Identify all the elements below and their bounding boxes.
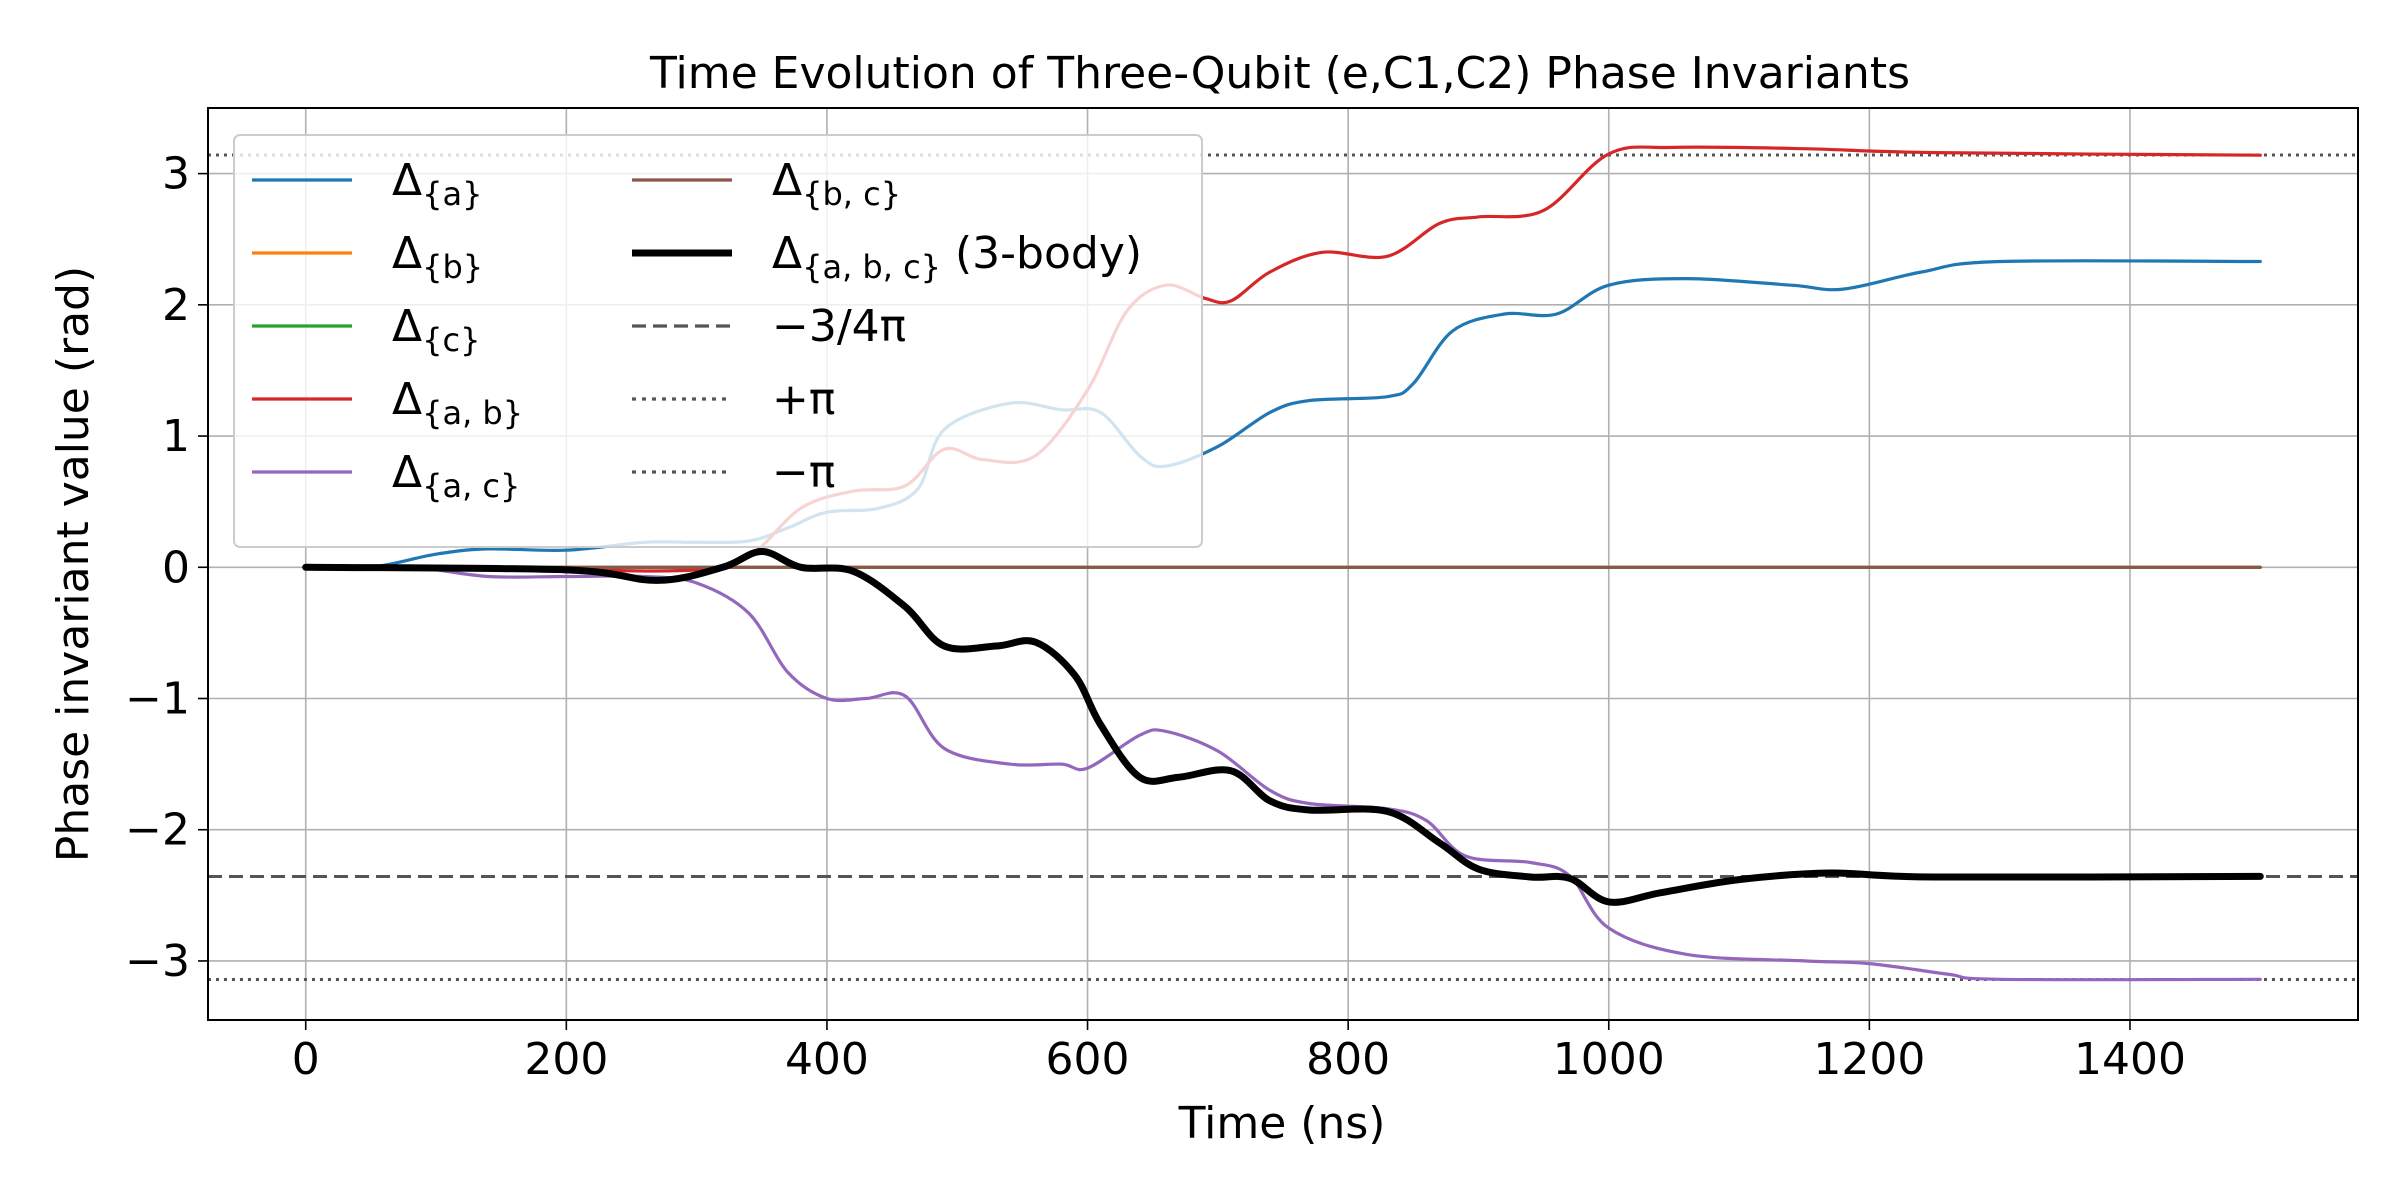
y-tick-label: 1 [162, 411, 190, 462]
x-tick-label: 1400 [2074, 1034, 2186, 1085]
legend-label: Δ{c} [392, 301, 480, 359]
legend-label: Δ{a, b} [392, 374, 523, 432]
legend: Δ{a} Δ{b} Δ{c} Δ{a, b} Δ{a, c} Δ{b, c} Δ{a, b,… [233, 134, 1203, 548]
plot-frame [207, 107, 2359, 1021]
legend-box [233, 134, 1203, 548]
y-tick-label: 2 [162, 280, 190, 331]
y-axis-ticks: −3 −2 −1 0 1 2 3 [125, 149, 208, 987]
series-line-4 [304, 564, 2262, 982]
x-axis-label: Time (ns) [1178, 1098, 1386, 1149]
series-line-6 [302, 548, 2264, 906]
legend-label: Δ{b, c} [772, 155, 901, 213]
legend-label: Δ{a, c} [392, 447, 520, 505]
y-tick-label: −3 [125, 936, 190, 987]
y-tick-label: 3 [162, 149, 190, 200]
y-tick-label: −1 [125, 674, 190, 725]
legend-label: Δ{a, b, c} (3-body) [772, 228, 1142, 286]
x-axis-ticks: 0 200 400 600 800 1000 1200 1400 [292, 1020, 2186, 1085]
x-tick-label: 400 [785, 1034, 869, 1085]
y-tick-label: −2 [125, 805, 190, 856]
x-tick-label: 0 [292, 1034, 320, 1085]
legend-label: Δ{a} [392, 155, 482, 213]
chart-title: Time Evolution of Three-Qubit (e,C1,C2) … [649, 48, 1910, 99]
x-tick-label: 600 [1046, 1034, 1130, 1085]
x-tick-label: 1000 [1553, 1034, 1665, 1085]
legend-label: −π [772, 447, 835, 498]
legend-label: +π [772, 374, 835, 425]
legend-label: −3/4π [772, 301, 906, 352]
x-tick-label: 200 [524, 1034, 608, 1085]
legend-label: Δ{b} [392, 228, 483, 286]
y-tick-label: 0 [162, 542, 190, 593]
x-tick-label: 1200 [1813, 1034, 1925, 1085]
y-axis-label: Phase invariant value (rad) [48, 266, 99, 862]
x-tick-label: 800 [1306, 1034, 1390, 1085]
